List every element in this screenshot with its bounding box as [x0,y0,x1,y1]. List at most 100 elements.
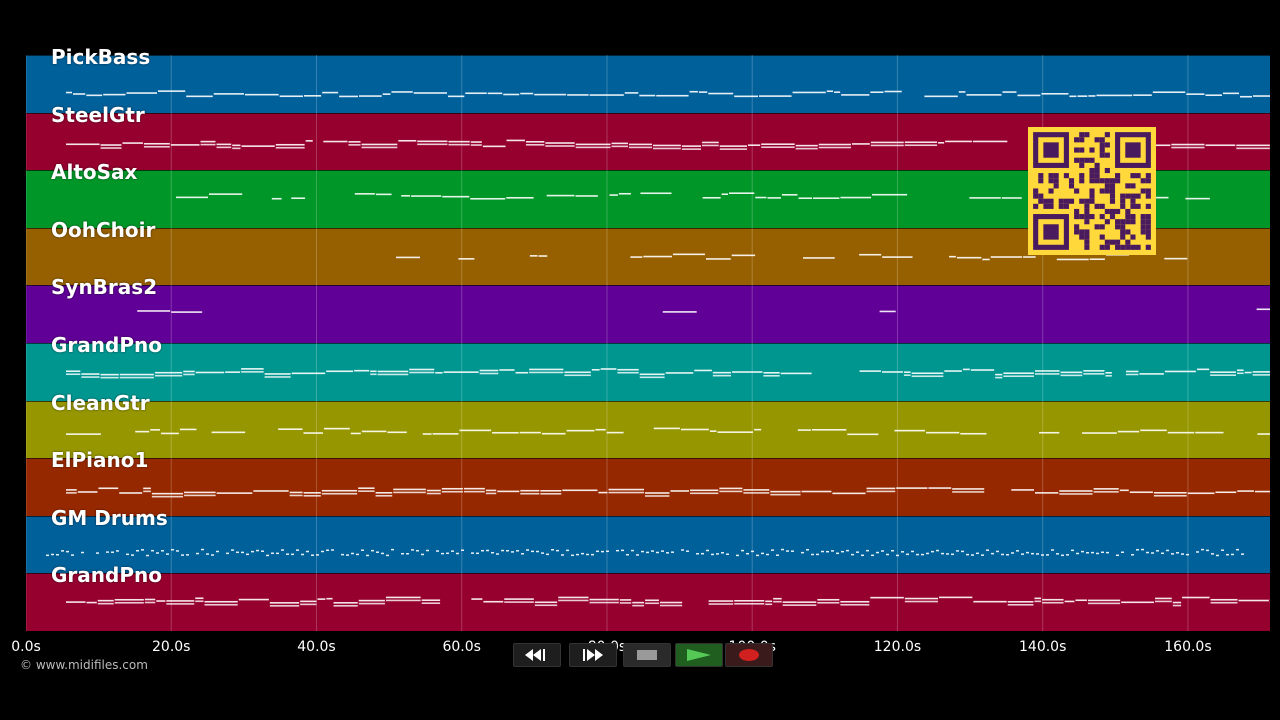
note [652,144,681,147]
note [236,551,239,554]
note [949,255,956,258]
note [1003,372,1034,375]
note [773,597,782,600]
note [1226,553,1229,556]
rewind-button[interactable] [513,643,561,667]
note [1254,490,1270,493]
note [969,197,1001,199]
note [213,93,244,95]
note [644,495,670,497]
note [1236,369,1244,372]
note [571,554,574,557]
note [1017,94,1041,97]
note [702,144,719,147]
note [1236,372,1244,375]
note [726,553,729,555]
note [1155,597,1172,600]
note [545,142,575,144]
note [348,141,361,143]
note [617,368,639,371]
note [503,93,520,96]
note [441,487,463,490]
note [1026,551,1029,554]
note [1210,601,1238,604]
note [589,94,624,96]
note [181,554,184,556]
note [154,371,183,374]
note [261,550,264,552]
note [861,554,864,557]
note [1237,490,1254,492]
note [719,490,743,493]
fast-forward-button[interactable] [569,643,617,667]
note [564,371,591,374]
qr-code [1028,127,1156,255]
stop-button[interactable] [623,643,671,667]
note [866,549,869,552]
note [393,491,426,494]
note [636,554,639,556]
note [119,373,154,376]
note [1042,601,1064,604]
note [891,549,894,552]
time-tick-label: 160.0s [1164,639,1212,655]
record-button[interactable] [725,643,773,667]
note [1172,601,1182,604]
note [1196,368,1210,371]
note [1256,308,1270,311]
note [719,487,743,490]
track-label: SteelGtr [51,102,145,127]
track-label: SynBras2 [51,275,158,300]
note [1185,197,1210,200]
note [208,193,243,195]
note [792,91,826,94]
note [956,550,959,552]
track-lane [26,515,1270,574]
note [743,492,770,494]
note [116,550,119,552]
note [491,551,494,554]
note [567,94,589,96]
note [253,490,289,492]
note [1034,373,1060,375]
note [241,371,264,373]
note [698,91,708,93]
note [755,196,767,199]
note [973,600,1007,603]
note [481,549,484,552]
note [66,143,100,146]
note [461,549,464,551]
note [1060,374,1083,377]
note [170,144,200,146]
note [818,143,851,146]
note [1034,370,1060,372]
note [736,554,739,557]
note [146,554,149,557]
note [901,551,904,553]
note [184,494,216,497]
note [300,600,317,603]
note [826,550,829,553]
note [305,140,313,142]
play-button[interactable] [675,643,723,667]
note [86,94,103,97]
note [1252,374,1270,376]
track-label: CleanGtr [51,390,150,415]
note [1023,256,1036,258]
note [216,550,219,553]
note [690,492,719,495]
note [773,600,782,603]
note [161,432,179,435]
note [401,195,411,197]
note [1105,375,1112,377]
note [1059,493,1093,495]
note [61,550,64,552]
note [961,550,964,553]
note [184,491,216,494]
note [981,554,984,556]
note [441,552,444,555]
note [1001,553,1004,556]
note [840,603,870,606]
note [1056,553,1059,555]
note [719,148,747,150]
